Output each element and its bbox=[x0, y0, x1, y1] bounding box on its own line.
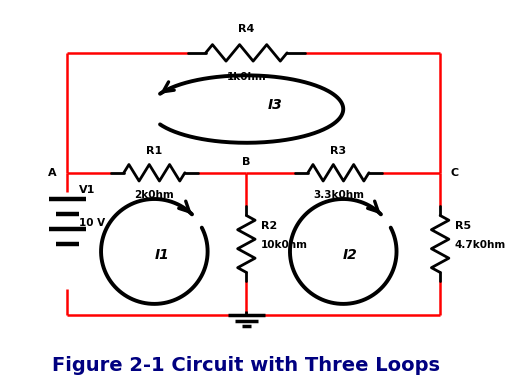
Text: R2: R2 bbox=[261, 221, 277, 231]
Text: 3.3k0hm: 3.3k0hm bbox=[313, 190, 364, 200]
Text: Figure 2-1 Circuit with Three Loops: Figure 2-1 Circuit with Three Loops bbox=[52, 356, 440, 375]
Text: 2k0hm: 2k0hm bbox=[135, 190, 174, 200]
Text: I3: I3 bbox=[268, 98, 283, 112]
Text: C: C bbox=[450, 168, 459, 178]
Text: R5: R5 bbox=[455, 221, 471, 231]
Text: B: B bbox=[242, 157, 251, 167]
Text: V1: V1 bbox=[79, 185, 95, 195]
Text: R4: R4 bbox=[238, 24, 254, 34]
Text: I1: I1 bbox=[154, 248, 169, 262]
Text: A: A bbox=[49, 168, 57, 178]
Text: 4.7k0hm: 4.7k0hm bbox=[455, 240, 506, 250]
Text: 10 V: 10 V bbox=[79, 218, 105, 228]
Text: R1: R1 bbox=[146, 146, 163, 156]
Text: 10k0hm: 10k0hm bbox=[261, 240, 308, 250]
Text: 1k0hm: 1k0hm bbox=[227, 72, 266, 82]
Text: I2: I2 bbox=[343, 248, 358, 262]
Text: R3: R3 bbox=[330, 146, 346, 156]
